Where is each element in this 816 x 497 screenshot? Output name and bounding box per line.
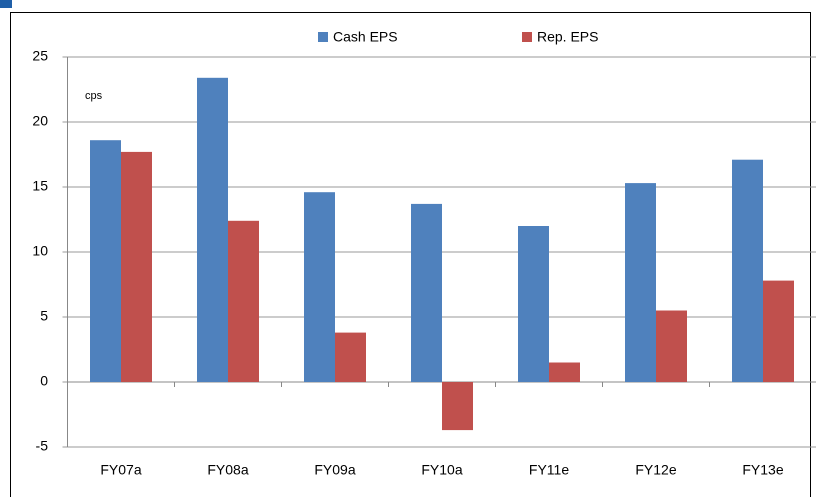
- legend-swatch: [522, 32, 532, 42]
- y-tick-label: 20: [32, 113, 48, 129]
- y-tick-label: 15: [32, 178, 48, 194]
- y-tick-label: 10: [32, 243, 48, 259]
- x-tick-label: FY10a: [421, 462, 462, 478]
- bar: [335, 332, 366, 382]
- bar: [121, 151, 152, 382]
- bar: [656, 310, 687, 382]
- bar: [625, 183, 656, 382]
- x-tick-label: FY12e: [635, 462, 676, 478]
- y-tick-label: 25: [32, 48, 48, 64]
- bar: [197, 77, 228, 383]
- bar: [228, 220, 259, 382]
- bar: [763, 280, 794, 382]
- annotation: cps: [85, 90, 103, 102]
- bar: [90, 140, 121, 382]
- bar: [518, 226, 549, 382]
- bar: [442, 382, 473, 431]
- y-tick-label: 0: [40, 373, 48, 389]
- x-tick-label: FY13e: [742, 462, 783, 478]
- bar: [732, 159, 763, 382]
- x-tick-label: FY09a: [314, 462, 355, 478]
- x-tick-label: FY07a: [100, 462, 141, 478]
- legend-label: Cash EPS: [333, 29, 398, 45]
- bar: [549, 362, 580, 382]
- legend-swatch: [318, 32, 328, 42]
- chart-frame: [10, 12, 811, 497]
- y-tick-label: -5: [36, 438, 49, 454]
- bar: [411, 203, 442, 382]
- bar: [304, 192, 335, 382]
- y-tick-label: 5: [40, 308, 48, 324]
- legend-label: Rep. EPS: [537, 29, 598, 45]
- x-tick-label: FY08a: [207, 462, 248, 478]
- header-accent: [0, 0, 12, 8]
- x-tick-label: FY11e: [529, 462, 569, 478]
